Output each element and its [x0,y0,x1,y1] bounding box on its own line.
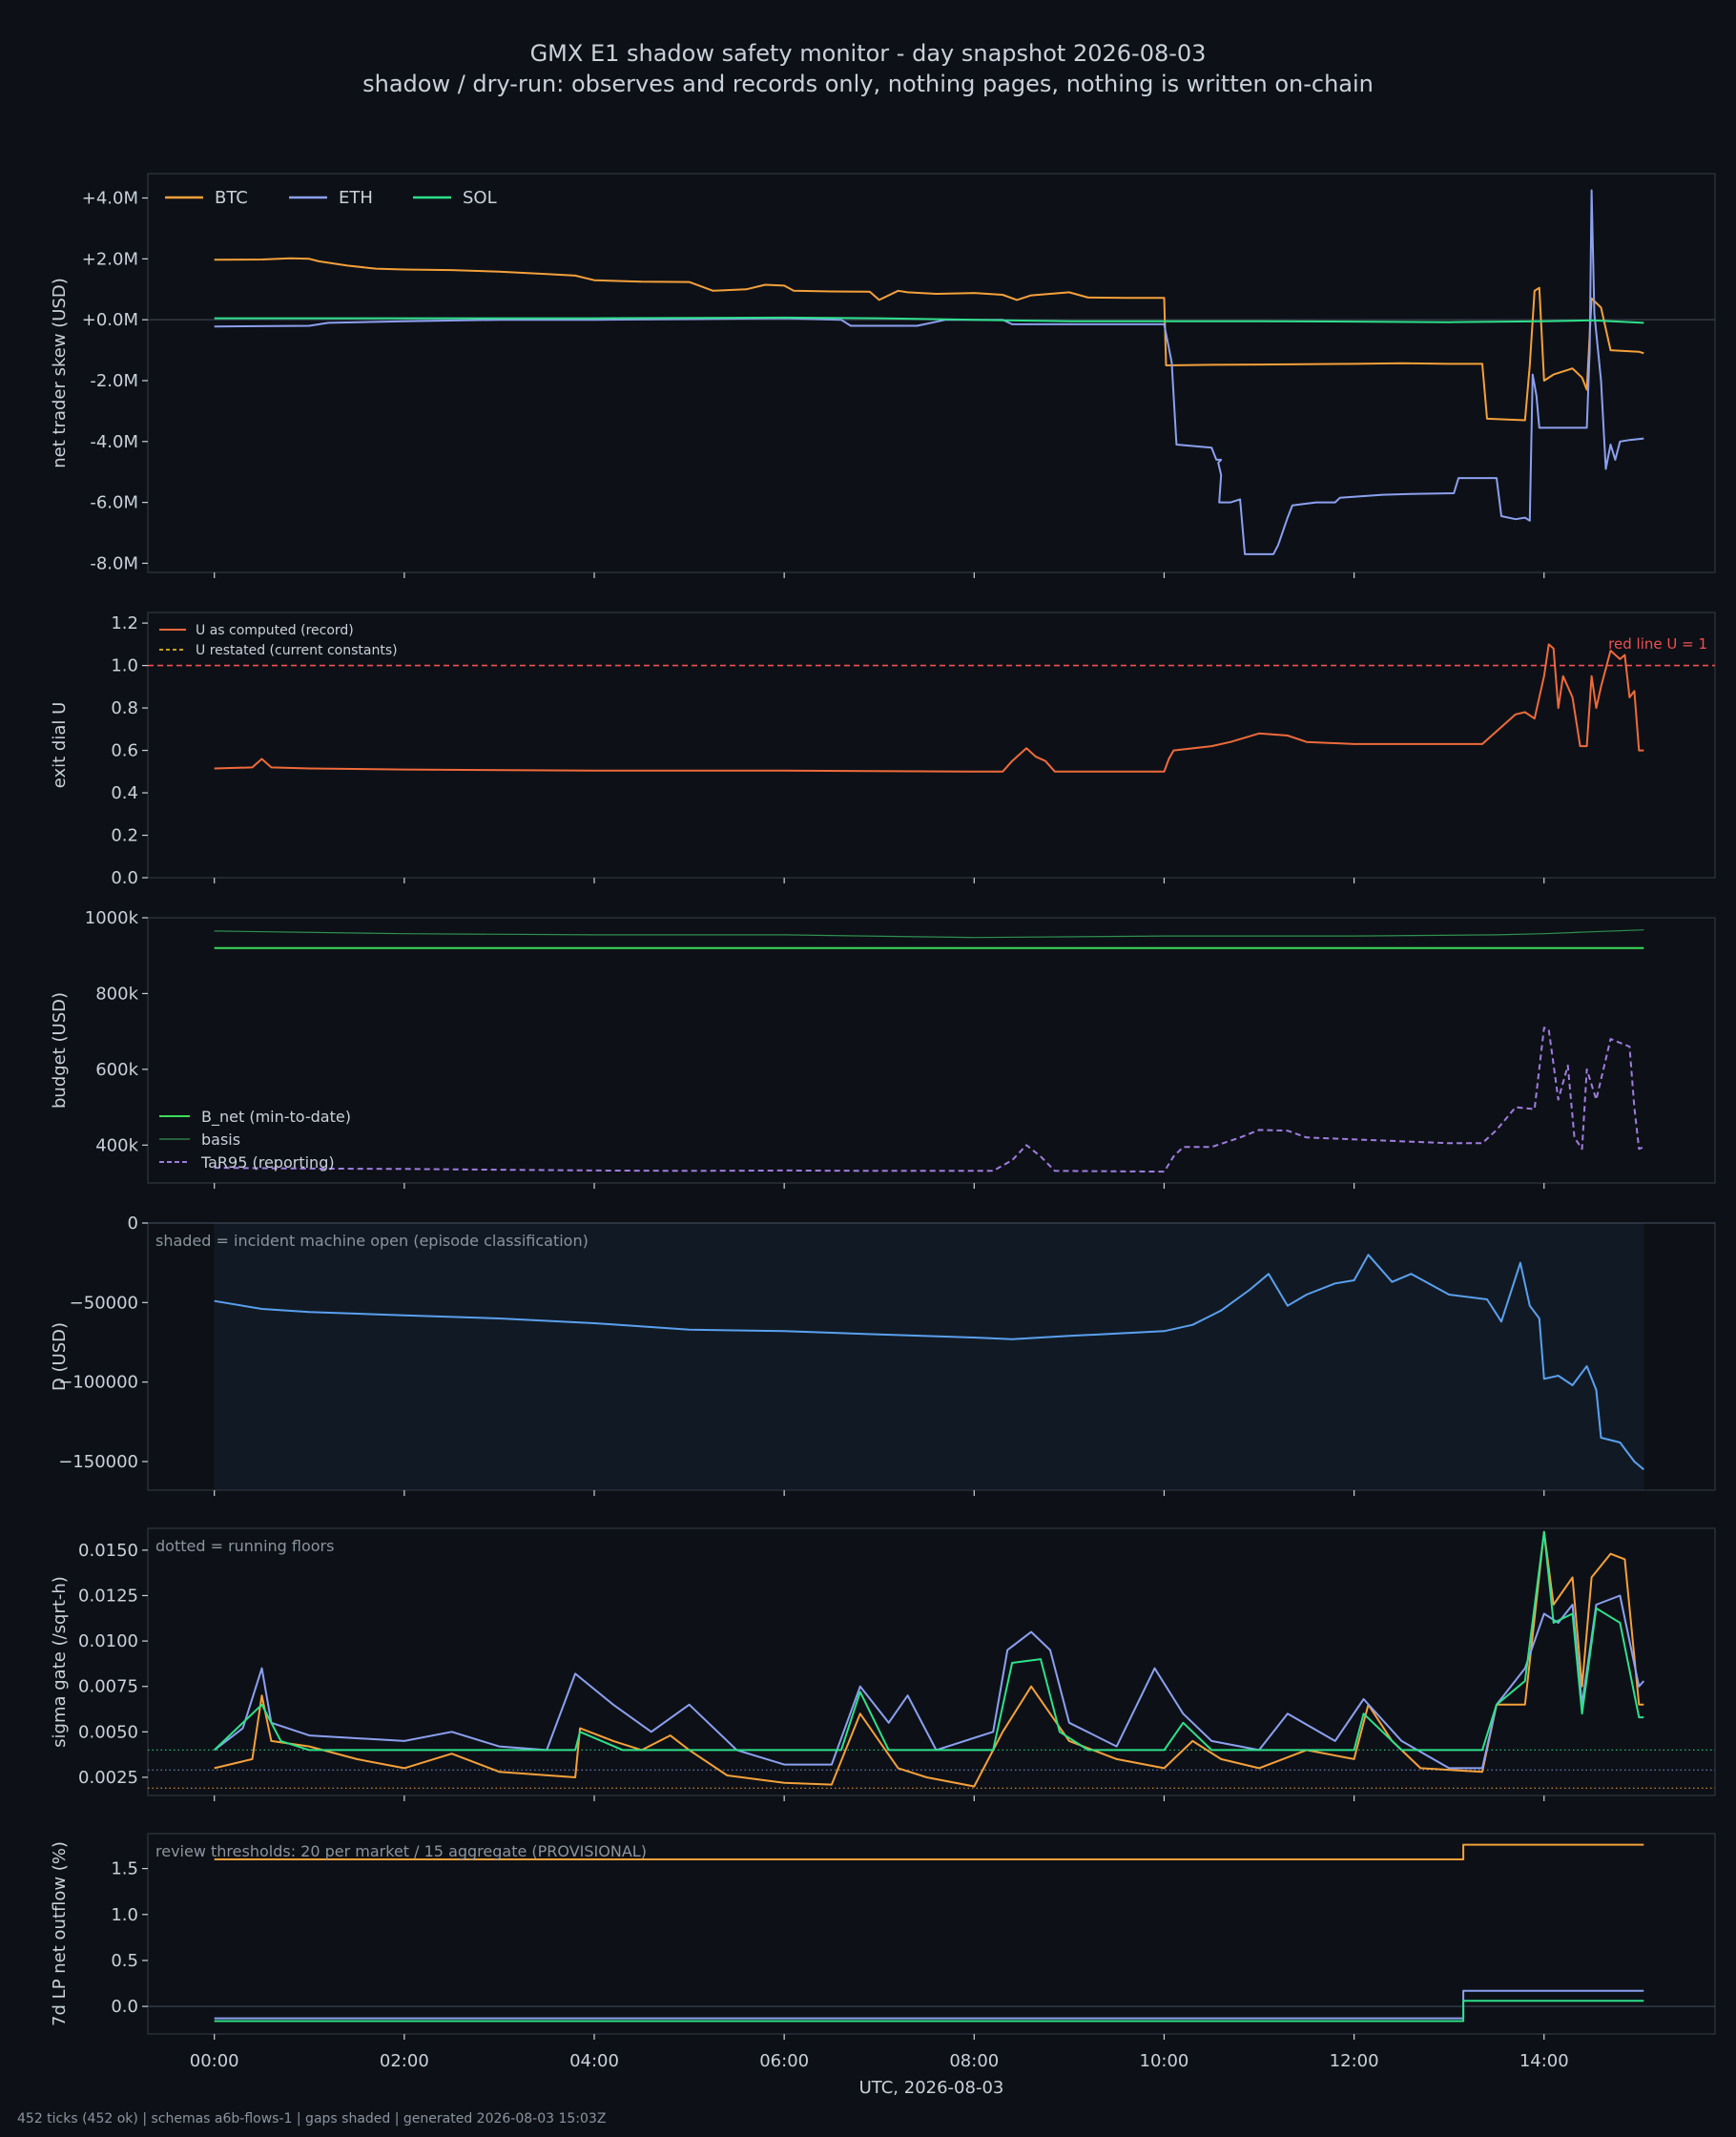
y-tick-label: 0.6 [111,741,138,761]
y-tick-label: +0.0M [82,310,138,330]
y-tick-label: 0.8 [111,698,138,718]
x-tick-label: 12:00 [1330,2051,1379,2071]
y-tick-label: 0.0125 [78,1586,138,1606]
chart-title: GMX E1 shadow safety monitor - day snaps… [529,40,1207,67]
x-tick-label: 08:00 [949,2051,999,2071]
series-line-d [214,1254,1644,1471]
panel-frame [147,612,1716,879]
panel-frame [147,173,1716,573]
series-line-sol [214,1530,1644,1752]
x-tick-label: 06:00 [759,2051,809,2071]
series-line-eth [214,1989,1644,2020]
y-tick-label: 0.0050 [78,1722,138,1742]
series-line-eth [214,189,1644,555]
legend-label: ETH [339,188,373,208]
y-tick-label: 0 [128,1214,138,1234]
y-tick-label: 0.4 [111,783,138,803]
y-tick-label: -2.0M [90,371,138,391]
legend-label: U restated (current constants) [196,643,398,658]
y-tick-label: 0.0075 [78,1677,138,1697]
x-tick-label: 00:00 [190,2051,239,2071]
legend-label: U as computed (record) [196,623,354,638]
y-tick-label: −100000 [58,1373,138,1393]
y-tick-label: 1.0 [111,656,138,676]
legend-label: TaR95 (reporting) [200,1153,335,1172]
y-tick-label: 800k [95,984,138,1004]
x-tick-label: 04:00 [569,2051,619,2071]
panel-1: +4.0M +2.0M +0.0M -2.0M -4.0M -6.0M -8.0M net t… [50,173,1716,578]
y-axis-label: 7d LP net outflow (%) [50,1841,70,2026]
legend-label: basis [201,1131,240,1149]
y-tick-label: 1000k [85,908,139,928]
y-tick-label: 0.5 [111,1951,138,1971]
y-tick-label: +2.0M [82,249,138,269]
series-line-btc [214,257,1644,422]
panel-frame [147,1527,1716,1796]
y-tick-label: -6.0M [90,493,138,513]
panel-frame [147,917,1716,1184]
series-line-basis [214,929,1644,939]
panel-annotation: review thresholds: 20 per market / 15 ag… [155,1842,647,1860]
chart-subtitle: shadow / dry-run: observes and records o… [362,71,1374,97]
panel-annotation: dotted = running floors [155,1537,334,1555]
legend-label: B_net (min-to-date) [201,1108,351,1127]
y-axis-label: sigma gate (/sqrt-h) [50,1576,70,1748]
panel-6: 0.0 0.5 1.0 1.5 7d LP net outflow (%) review … [50,1833,1716,2040]
y-tick-label: -4.0M [90,432,138,452]
y-tick-label: 1.5 [111,1859,138,1879]
y-tick-label: 0.2 [111,826,138,846]
legend-label: SOL [463,188,497,208]
series-line-sol [214,316,1644,324]
series-line-eth [214,1594,1645,1770]
y-tick-label: 1.0 [111,1905,138,1925]
series-line-sol [214,2000,1644,2023]
y-axis-label: net trader skew (USD) [50,278,70,468]
series-line-btc [214,1843,1644,1860]
y-axis-label: budget (USD) [50,992,70,1109]
panel-5: 0.0025 0.0050 0.0075 0.0100 0.0125 0.0150 sigm… [50,1527,1716,1801]
legend-label: BTC [215,188,248,208]
y-tick-label: 0.0025 [78,1768,138,1788]
x-tick-label: 14:00 [1519,2051,1569,2071]
series-line-btc [214,1530,1644,1788]
panel-3: 400k 600k 800k 1000k budget (USD) B_net (min-… [50,908,1716,1189]
y-tick-label: −150000 [58,1452,138,1472]
panel-2: 0.0 0.2 0.4 0.6 0.8 1.0 1.2 exit dial U red line… [50,612,1716,888]
redline-annotation: red line U = 1 [1608,635,1707,653]
y-tick-label: 400k [95,1135,138,1155]
series-line-tar95-reporting [214,1027,1644,1173]
y-axis-label: exit dial U [50,702,70,789]
series-line-u-as-computed-record [214,643,1644,773]
y-tick-label: +4.0M [82,189,138,209]
panel-frame [147,1833,1716,2035]
status-footer: 452 ticks (452 ok) | schemas a6b-flows-1… [17,2111,607,2127]
y-tick-label: -8.0M [90,553,138,573]
panel-annotation: shaded = incident machine open (episode … [155,1232,589,1250]
y-tick-label: 0.0150 [78,1541,138,1561]
y-tick-label: 0.0 [111,868,138,888]
y-tick-label: −50000 [70,1293,138,1313]
x-tick-label: 10:00 [1140,2051,1189,2071]
y-tick-label: 0.0100 [78,1631,138,1651]
y-axis-label: D (USD) [50,1322,70,1391]
incident-shade [214,1223,1644,1490]
x-tick-label: 02:00 [380,2051,429,2071]
panel-4: 0 −50000 −100000 −150000 D (USD) shaded = inc… [50,1214,1716,1496]
x-axis-label: UTC, 2026-08-03 [859,2078,1004,2098]
y-tick-label: 1.2 [111,613,138,633]
y-tick-label: 600k [95,1060,138,1080]
y-tick-label: 0.0 [111,1997,138,2017]
